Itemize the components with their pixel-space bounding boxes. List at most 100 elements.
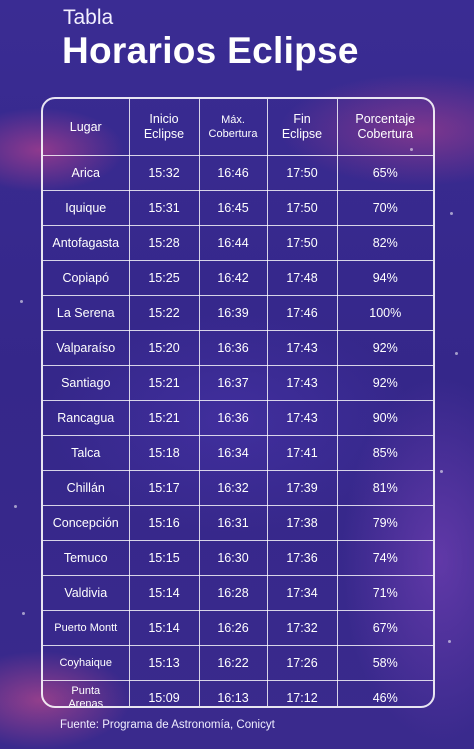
cell-place: Santiago <box>43 365 130 401</box>
star <box>455 352 458 355</box>
cell-end: 17:39 <box>267 470 338 506</box>
cell-start: 15:25 <box>129 260 200 296</box>
cell-start: 15:21 <box>129 365 200 401</box>
cell-max: 16:28 <box>199 575 268 611</box>
cell-max: 16:46 <box>199 155 268 191</box>
cell-max: 16:37 <box>199 365 268 401</box>
cell-max: 16:36 <box>199 400 268 436</box>
cell-pct: 82% <box>337 225 433 261</box>
cell-end: 17:50 <box>267 190 338 226</box>
cell-place: Arica <box>43 155 130 191</box>
cell-end: 17:41 <box>267 435 338 471</box>
column-header-start: Inicio Eclipse <box>129 99 200 156</box>
column-header-place: Lugar <box>43 99 130 156</box>
cell-end: 17:32 <box>267 610 338 646</box>
cell-start: 15:09 <box>129 680 200 706</box>
table-row: Temuco 15:15 16:30 17:36 74% <box>43 540 433 576</box>
cell-max: 16:39 <box>199 295 268 331</box>
cell-place: Valparaíso <box>43 330 130 366</box>
table-row: Iquique 15:31 16:45 17:50 70% <box>43 190 433 226</box>
column-header-percentage: Porcentaje Cobertura <box>337 99 433 156</box>
star <box>14 505 17 508</box>
cell-end: 17:43 <box>267 365 338 401</box>
cell-pct: 94% <box>337 260 433 296</box>
cell-place: Rancagua <box>43 400 130 436</box>
cell-start: 15:13 <box>129 645 200 681</box>
cell-place: Concepción <box>43 505 130 541</box>
cell-pct: 81% <box>337 470 433 506</box>
cell-place: Punta Arenas <box>43 680 130 706</box>
cell-place: Talca <box>43 435 130 471</box>
cell-pct: 46% <box>372 691 398 705</box>
cell-pct: 74% <box>337 540 433 576</box>
table-row: Talca 15:18 16:34 17:41 85% <box>43 435 433 471</box>
table-row: Concepción 15:16 16:31 17:38 79% <box>43 505 433 541</box>
cell-place: La Serena <box>43 295 130 331</box>
cell-place: Iquique <box>43 190 130 226</box>
cell-pct: 67% <box>337 610 433 646</box>
cell-start: 15:31 <box>129 190 200 226</box>
cell-end: 17:34 <box>267 575 338 611</box>
star <box>22 612 25 615</box>
cell-end: 17:26 <box>267 645 338 681</box>
table-row: Valdivia 15:14 16:28 17:34 71% <box>43 575 433 611</box>
table-row: Valparaíso 15:20 16:36 17:43 92% <box>43 330 433 366</box>
star <box>440 470 443 473</box>
table-row: Rancagua 15:21 16:36 17:43 90% <box>43 400 433 436</box>
table-row: Coyhaique 15:13 16:22 17:26 58% <box>43 645 433 681</box>
cell-max: 16:44 <box>199 225 268 261</box>
page-title: Horarios Eclipse <box>62 30 359 71</box>
cell-max: 16:31 <box>199 505 268 541</box>
column-header-max-coverage: Máx. Cobertura <box>199 99 268 156</box>
eclipse-schedule-table: Lugar Inicio Eclipse Máx. Cobertura Fin … <box>41 97 435 708</box>
cell-end: 17:50 <box>267 155 338 191</box>
table-row: Santiago 15:21 16:37 17:43 92% <box>43 365 433 401</box>
cell-max: 16:30 <box>199 540 268 576</box>
eyebrow-label: Tabla <box>63 6 114 29</box>
table-row: Antofagasta 15:28 16:44 17:50 82% <box>43 225 433 261</box>
cell-pct: 90% <box>337 400 433 436</box>
cell-max: 16:45 <box>199 190 268 226</box>
cell-end: 17:43 <box>267 330 338 366</box>
cell-start: 15:14 <box>129 610 200 646</box>
cell-end: 17:46 <box>267 295 338 331</box>
cell-end: 17:43 <box>267 400 338 436</box>
cell-start: 15:16 <box>129 505 200 541</box>
cell-start: 15:22 <box>129 295 200 331</box>
cell-start: 15:28 <box>129 225 200 261</box>
cell-start: 15:17 <box>129 470 200 506</box>
cell-place: Temuco <box>43 540 130 576</box>
cell-end: 17:12 <box>267 680 338 706</box>
cell-pct: 85% <box>337 435 433 471</box>
table-row: Copiapó 15:25 16:42 17:48 94% <box>43 260 433 296</box>
cell-end: 17:38 <box>267 505 338 541</box>
cell-pct: 92% <box>337 365 433 401</box>
cell-max: 16:26 <box>199 610 268 646</box>
table-row: Chillán 15:17 16:32 17:39 81% <box>43 470 433 506</box>
cell-pct: 92% <box>337 330 433 366</box>
cell-max: 16:36 <box>199 330 268 366</box>
cell-end: 17:36 <box>267 540 338 576</box>
star <box>450 212 453 215</box>
cell-start: 15:21 <box>129 400 200 436</box>
cell-max: 16:34 <box>199 435 268 471</box>
cell-pct: 79% <box>337 505 433 541</box>
cell-end: 17:50 <box>267 225 338 261</box>
cell-pct: 58% <box>337 645 433 681</box>
cell-place: Puerto Montt <box>43 610 130 646</box>
star <box>448 640 451 643</box>
table-row: Puerto Montt 15:14 16:26 17:32 67% <box>43 610 433 646</box>
cell-start: 15:15 <box>129 540 200 576</box>
cell-pct: 100% <box>337 295 433 331</box>
star <box>20 300 23 303</box>
cell-place: Antofagasta <box>43 225 130 261</box>
cell-start: 15:18 <box>129 435 200 471</box>
cell-place: Coyhaique <box>43 645 130 681</box>
table-header-row: Lugar Inicio Eclipse Máx. Cobertura Fin … <box>43 99 433 156</box>
cell-start: 15:20 <box>129 330 200 366</box>
cell-max: 16:13 <box>199 680 268 706</box>
table-row: Arica 15:32 16:46 17:50 65% <box>43 155 433 191</box>
cell-start: 15:14 <box>129 575 200 611</box>
cell-pct: 70% <box>337 190 433 226</box>
table-row: Punta Arenas 15:09 16:13 17:12 46% <box>43 680 433 706</box>
